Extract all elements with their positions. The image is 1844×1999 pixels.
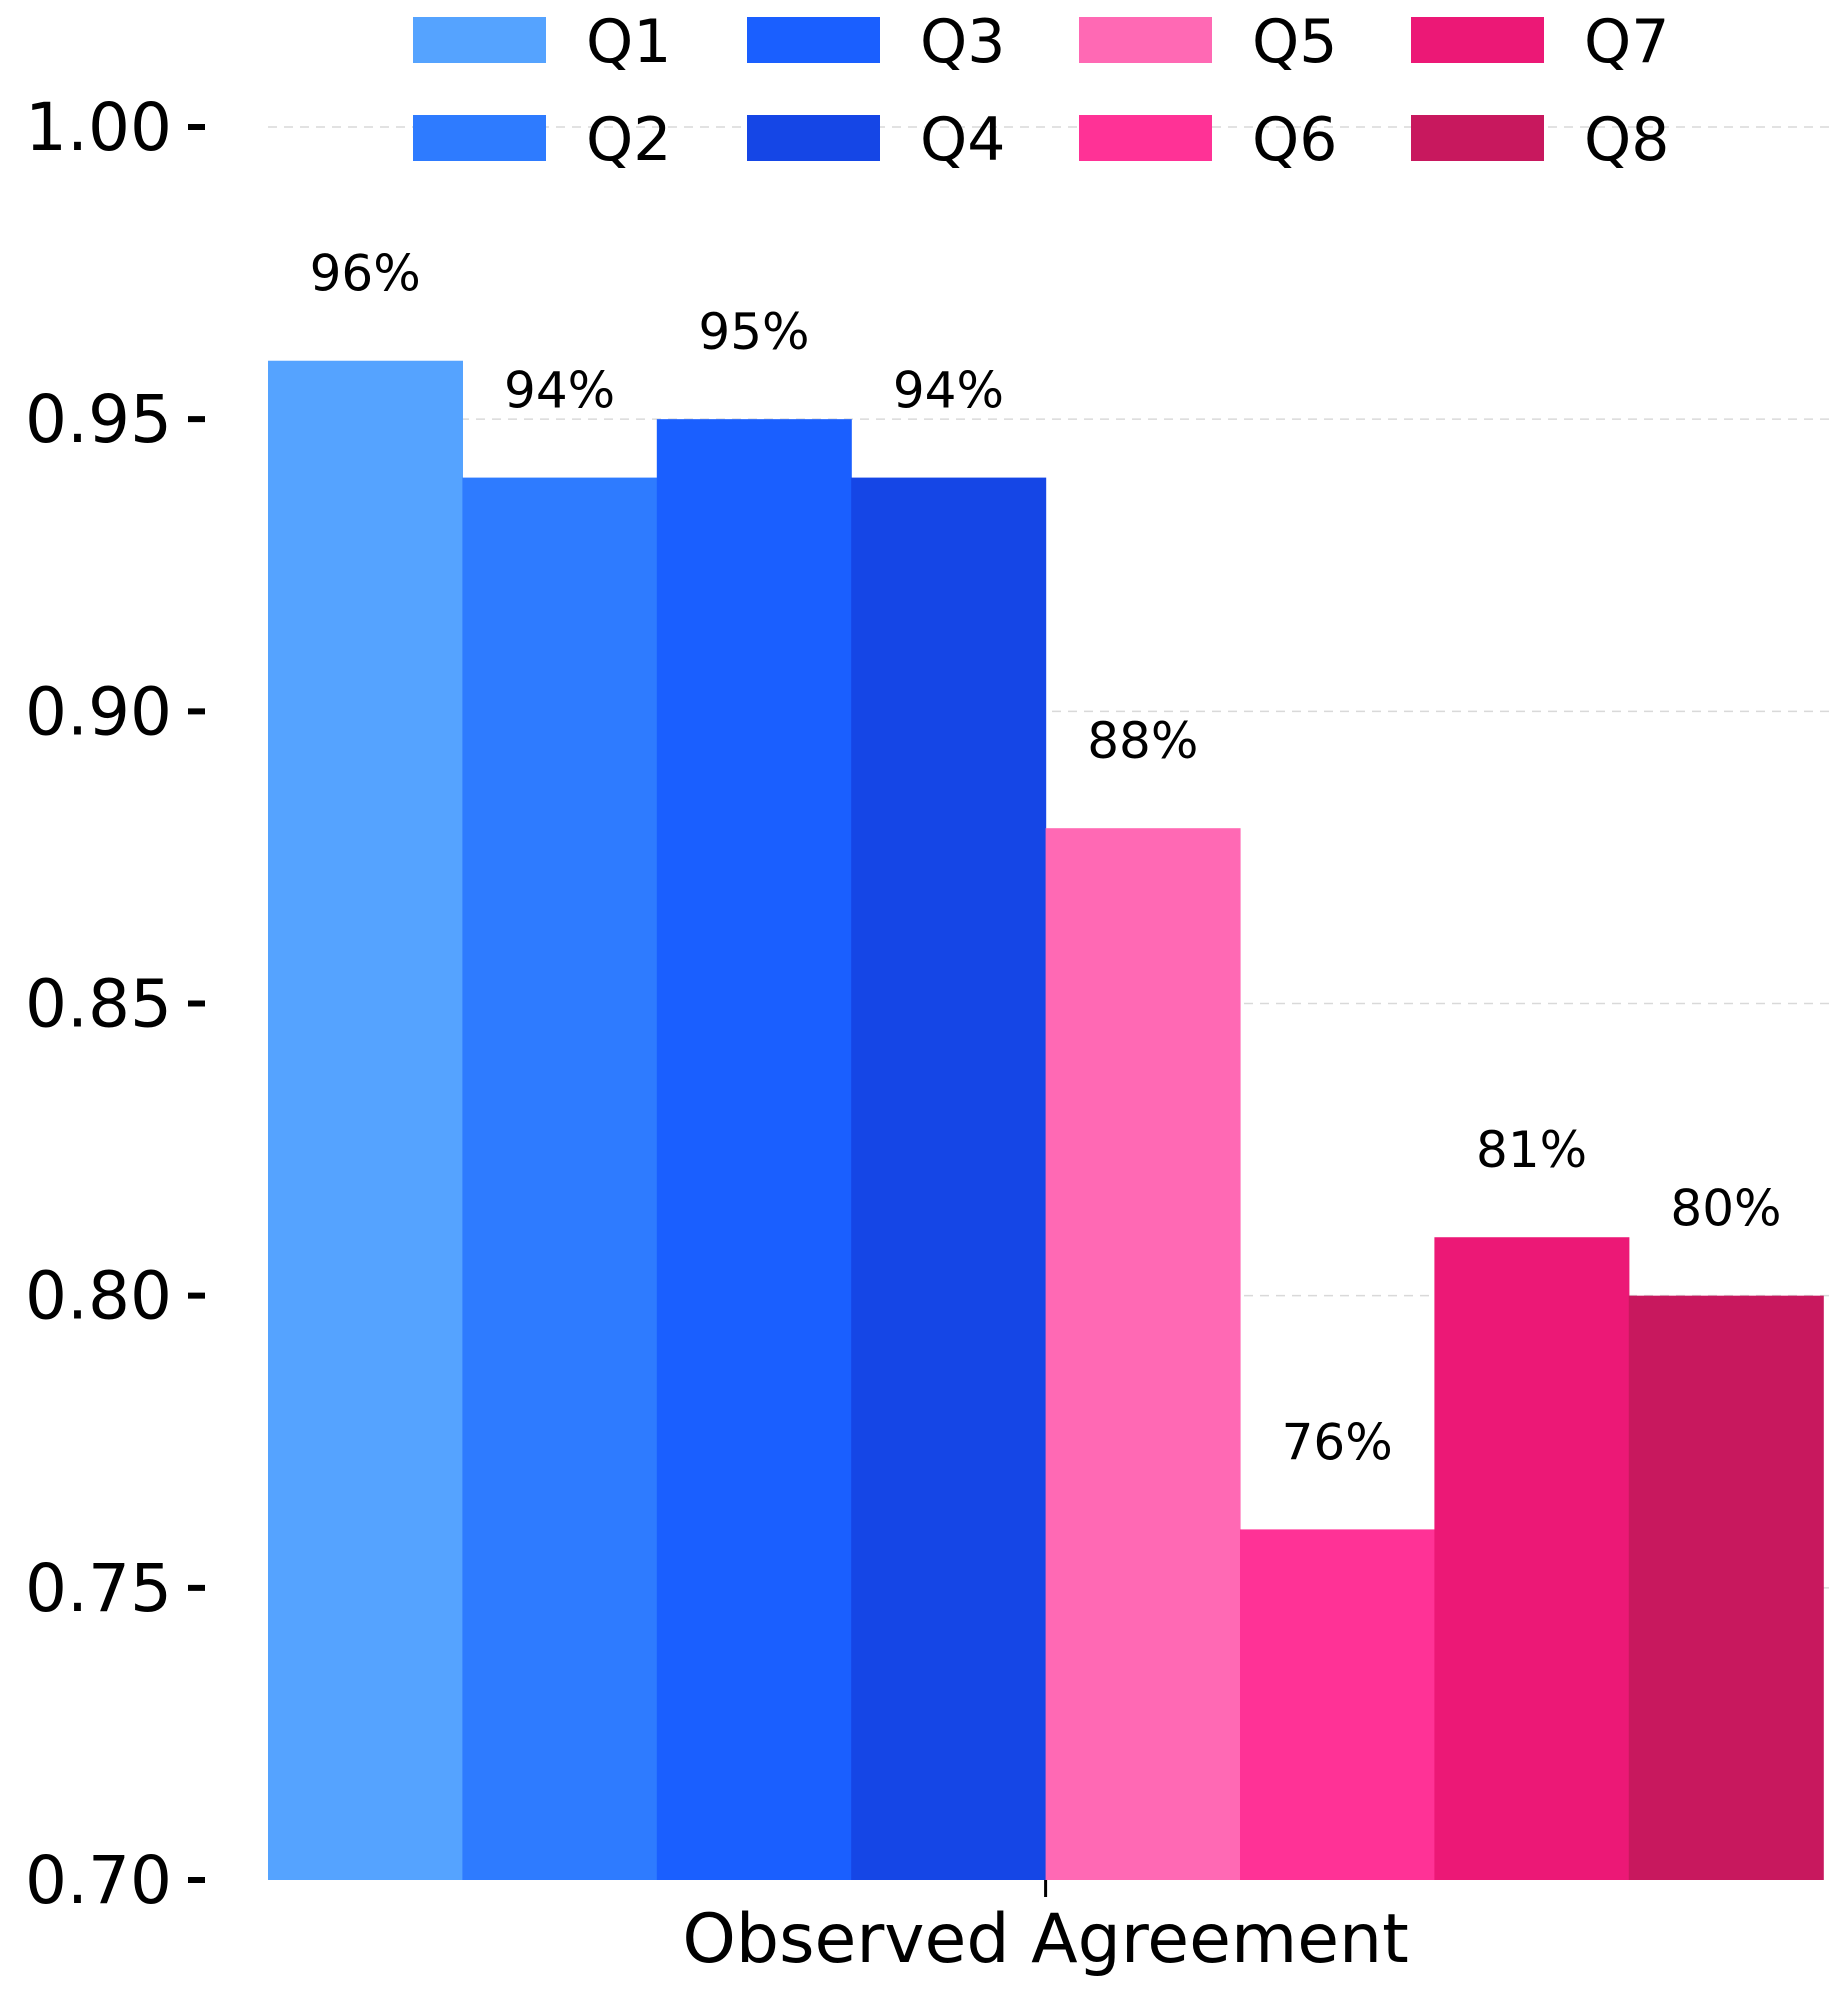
data-label-q2: 94% bbox=[504, 362, 615, 420]
x-axis: Observed Agreement bbox=[682, 1880, 1409, 1979]
bar-q2 bbox=[462, 477, 658, 1881]
x-axis-label: Observed Agreement bbox=[682, 1900, 1408, 1979]
bar-q7 bbox=[1434, 1237, 1630, 1880]
y-tick-label: 1.00 bbox=[25, 89, 172, 166]
legend-label-q1: Q1 bbox=[586, 7, 671, 77]
legend-label-q6: Q6 bbox=[1252, 105, 1337, 175]
data-label-q1: 96% bbox=[310, 245, 421, 303]
bars bbox=[268, 360, 1824, 1881]
y-tick-label: 0.95 bbox=[25, 381, 172, 458]
legend-label-q2: Q2 bbox=[586, 105, 671, 175]
y-tick-label: 0.75 bbox=[25, 1550, 172, 1627]
bar-q6 bbox=[1240, 1529, 1435, 1880]
legend-swatch-q7 bbox=[1411, 17, 1544, 63]
legend-swatch-q4 bbox=[747, 115, 880, 161]
data-label-q5: 88% bbox=[1087, 712, 1198, 770]
data-labels: 96% 94% 95% 94% 88% 76% 81% 80% bbox=[310, 245, 1782, 1472]
bar-q3 bbox=[656, 419, 852, 1881]
bar-q8 bbox=[1628, 1295, 1824, 1880]
data-label-q8: 80% bbox=[1670, 1180, 1781, 1238]
legend-swatch-q8 bbox=[1411, 115, 1544, 161]
legend-label-q7: Q7 bbox=[1584, 7, 1669, 77]
legend-swatch-q2 bbox=[413, 115, 546, 161]
legend-label-q8: Q8 bbox=[1584, 105, 1669, 175]
data-label-q4: 94% bbox=[893, 362, 1004, 420]
legend-swatch-q5 bbox=[1079, 17, 1212, 63]
legend-swatch-q1 bbox=[413, 17, 546, 63]
legend: Q1 Q2 Q3 Q4 Q5 Q6 Q7 Q8 bbox=[413, 7, 1669, 175]
legend-label-q3: Q3 bbox=[920, 7, 1005, 77]
data-label-q3: 95% bbox=[698, 303, 809, 361]
y-tick-label: 0.70 bbox=[25, 1842, 172, 1919]
data-label-q7: 81% bbox=[1476, 1121, 1587, 1179]
bar-q4 bbox=[851, 477, 1047, 1881]
data-label-q6: 76% bbox=[1282, 1413, 1393, 1471]
y-tick-label: 0.80 bbox=[25, 1258, 172, 1335]
bar-q5 bbox=[1045, 828, 1241, 1881]
legend-label-q4: Q4 bbox=[920, 105, 1005, 175]
legend-swatch-q3 bbox=[747, 17, 880, 63]
y-tick-label: 0.85 bbox=[25, 966, 172, 1043]
legend-swatch-q6 bbox=[1079, 115, 1212, 161]
bar-q1 bbox=[268, 360, 463, 1880]
y-axis: 0.70 0.75 0.80 0.85 0.90 0.95 1.00 bbox=[25, 89, 205, 1919]
legend-label-q5: Q5 bbox=[1252, 7, 1337, 77]
y-tick-label: 0.90 bbox=[25, 673, 172, 750]
